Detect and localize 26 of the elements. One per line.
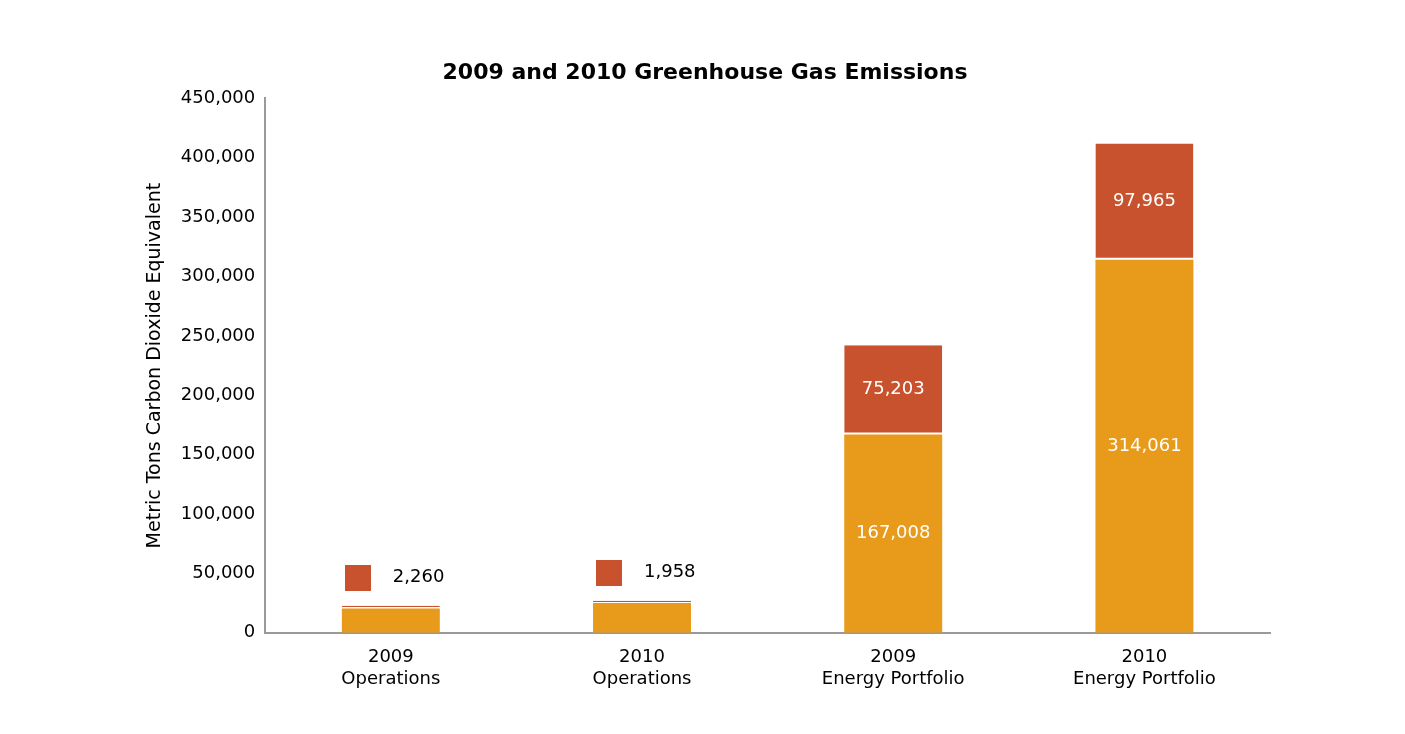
y-tick-label: 200,000 (180, 382, 256, 404)
y-tick-label: 250,000 (180, 323, 256, 345)
x-tick-label: 2010 Energy Portfolio (1073, 645, 1216, 688)
chart-title: 2009 and 2010 Greenhouse Gas Emissions (442, 58, 968, 84)
y-tick-label: 150,000 (180, 442, 256, 464)
data-label: 167,008 (855, 521, 931, 543)
y-tick-label: 0 (243, 620, 256, 642)
y-tick-label: 400,000 (180, 145, 256, 167)
y-tick-label: 450,000 (180, 86, 256, 108)
bar (1095, 259, 1194, 633)
x-tick-label: 2009 Energy Portfolio (821, 645, 965, 688)
bar (593, 603, 691, 633)
data-label: 97,965 (1112, 189, 1176, 211)
data-label: 2,260 (392, 565, 445, 587)
data-label: 314,061 (1107, 433, 1182, 455)
data-label: 75,203 (861, 377, 925, 399)
y-axis-title: Metric Tons Carbon Dioxide Equivalent (142, 182, 165, 549)
y-tick-label: 300,000 (180, 264, 256, 286)
data-label: 1,958 (644, 560, 696, 582)
x-tick-label: 2009 Operations (341, 645, 441, 688)
bar (844, 434, 943, 633)
y-tick-label: 350,000 (180, 204, 256, 226)
y-tick-label: 100,000 (180, 501, 256, 523)
y-tick-label: 50,000 (192, 561, 256, 583)
x-tick-label: 2010 Operations (592, 645, 692, 688)
bar (341, 608, 440, 633)
